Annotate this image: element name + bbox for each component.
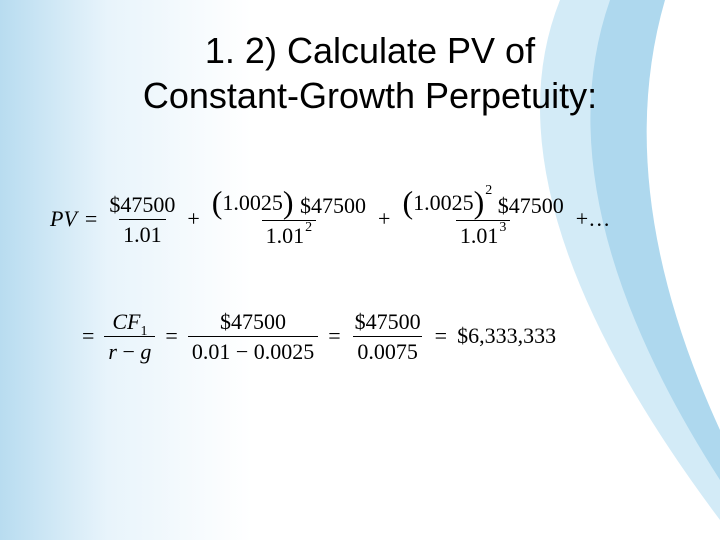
equals-sign: = (80, 323, 96, 349)
plus-sign-2: + (376, 206, 392, 232)
term-1: $47500 1.01 (105, 192, 179, 248)
minus-sign: − (122, 339, 134, 364)
numeric-fraction-2: $47500 0.0075 (351, 309, 425, 365)
r-var: r (108, 339, 117, 364)
term3-mult-exp: 2 (485, 183, 492, 199)
nf1-num: $47500 (216, 309, 290, 336)
equals-sign: = (163, 323, 179, 349)
equals-sign: = (83, 206, 99, 232)
term3-den-exp: 3 (499, 220, 506, 235)
title-line1: 1. 2) Calculate PV of (205, 30, 535, 71)
title-line2: Constant-Growth Perpetuity: (143, 75, 597, 116)
term-3: ( 1.0025 ) 2 $47500 1.013 (398, 190, 567, 249)
slide-title: 1. 2) Calculate PV of Constant-Growth Pe… (60, 28, 680, 118)
cf-fraction: CF1 r − g (104, 309, 155, 365)
nf1-den: 0.01 − 0.0025 (188, 336, 318, 364)
rparen-icon: ) (474, 190, 485, 216)
cf-var: CF (112, 309, 140, 334)
term2-den-exp: 2 (305, 220, 312, 235)
term3-num: ( 1.0025 ) 2 $47500 (398, 190, 567, 220)
term3-den: 1.013 (456, 220, 511, 248)
equals-sign: = (433, 323, 449, 349)
term3-den-base: 1.01 (460, 223, 499, 248)
term2-den: 1.012 (262, 220, 317, 248)
pv-variable: PV (50, 206, 77, 232)
term1-den: 1.01 (119, 219, 166, 247)
cf-den: r − g (104, 336, 155, 364)
cf-num: CF1 (108, 309, 151, 336)
term1-num: $47500 (105, 192, 179, 219)
term2-mult-base: 1.0025 (222, 190, 283, 215)
equation-line-2: = CF1 r − g = $47500 0.01 − 0.0025 = $47… (80, 309, 680, 365)
term-2: ( 1.0025 ) $47500 1.012 (208, 190, 370, 249)
equation-line-1: PV = $47500 1.01 + ( 1.0025 ) $47500 1.0… (50, 190, 680, 249)
lparen-icon: ( (212, 190, 223, 216)
cf-sub: 1 (140, 324, 147, 339)
term2-den-base: 1.01 (266, 223, 305, 248)
nf2-num: $47500 (351, 309, 425, 336)
plus-sign: + (185, 206, 201, 232)
nf2-den: 0.0075 (353, 336, 422, 364)
term2-amount: $47500 (300, 193, 366, 218)
result-value: $6,333,333 (457, 323, 556, 349)
equation-area: PV = $47500 1.01 + ( 1.0025 ) $47500 1.0… (40, 190, 680, 364)
term2-num: ( 1.0025 ) $47500 (208, 190, 370, 220)
rparen-icon: ) (283, 190, 294, 216)
ellipsis: +… (574, 206, 612, 232)
numeric-fraction-1: $47500 0.01 − 0.0025 (188, 309, 318, 365)
lparen-icon: ( (402, 190, 413, 216)
equals-sign: = (326, 323, 342, 349)
term3-amount: $47500 (498, 193, 564, 218)
g-var: g (140, 339, 151, 364)
term3-mult-base: 1.0025 (413, 190, 474, 215)
